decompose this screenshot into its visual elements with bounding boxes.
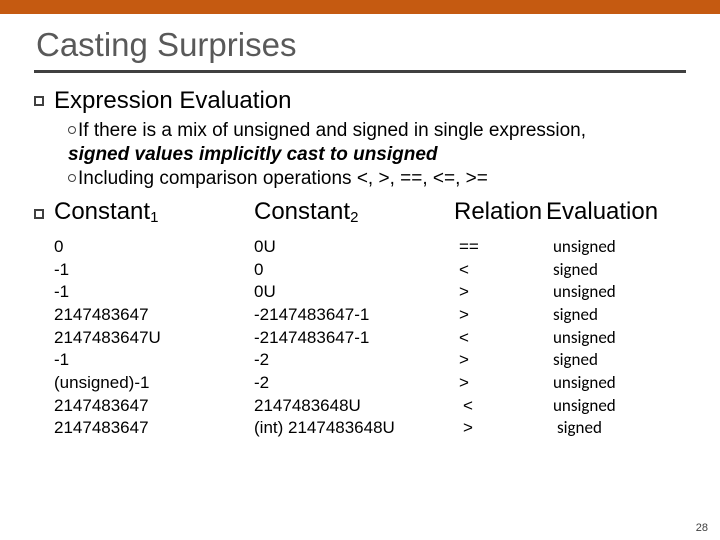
cell: >	[459, 417, 553, 440]
cell: 0U	[254, 236, 459, 259]
cell: 2147483648U	[254, 395, 459, 418]
cell-txt: >	[459, 372, 469, 395]
cell: -1	[54, 281, 254, 304]
table-row: -10< signed	[54, 259, 686, 282]
page-number: 28	[696, 522, 708, 534]
cell-txt: >	[459, 349, 469, 372]
table-row: -10U> unsigned	[54, 281, 686, 304]
cell: 2147483647	[54, 395, 254, 418]
cell-txt: >	[463, 417, 473, 440]
cell-txt: unsigned	[553, 281, 616, 304]
table-header-row: Constant1 Constant2 Relation Evaluation	[34, 198, 686, 226]
slide-title: Casting Surprises	[34, 26, 686, 64]
hdr-c2a: Constant	[254, 198, 350, 225]
lvl1-text: Expression Evaluation	[54, 87, 291, 115]
square-bullet-icon	[34, 96, 44, 106]
top-accent-bar	[0, 0, 720, 14]
sub1-line-b: signed values implicitly cast to unsigne…	[68, 143, 686, 167]
table-row: 00U== unsigned	[54, 236, 686, 259]
cell: >	[459, 349, 553, 372]
circle-bullet-icon	[68, 174, 76, 182]
sub-bullets: If there is a mix of unsigned and signed…	[34, 119, 686, 190]
sub1-line-a: If there is a mix of unsigned and signed…	[78, 120, 586, 141]
sub-bullet-2: Including comparison operations <, >, ==…	[68, 167, 686, 191]
data-table: 00U==unsigned -10<signed -10U>unsigned 2…	[34, 236, 686, 439]
cell: >	[459, 304, 553, 327]
cell: >	[459, 281, 553, 304]
cell: -2147483647-1	[254, 304, 459, 327]
cell: -1	[54, 349, 254, 372]
cell-txt: >	[459, 304, 469, 327]
cell-txt: unsigned	[553, 236, 616, 259]
hdr-evaluation: Evaluation	[546, 198, 666, 226]
cell: ==	[459, 236, 553, 259]
cell: unsigned	[553, 327, 673, 350]
cell-txt: unsigned	[553, 372, 616, 395]
slide-content: Casting Surprises Expression Evaluation …	[0, 14, 720, 440]
cell: 2147483647	[54, 304, 254, 327]
table-row: 2147483647-2147483647-1> signed	[54, 304, 686, 327]
cell: unsigned	[553, 281, 673, 304]
cell: 2147483647U	[54, 327, 254, 350]
table-row: 21474836472147483648U< unsigned	[54, 395, 686, 418]
cell: 0	[254, 259, 459, 282]
hdr-c1b: 1	[150, 209, 158, 226]
hdr-c1a: Constant	[54, 198, 150, 225]
sub-bullet-1: If there is a mix of unsigned and signed…	[68, 119, 686, 143]
table-row: (unsigned)-1-2> unsigned	[54, 372, 686, 395]
cell-txt: unsigned	[553, 327, 616, 350]
cell-txt: signed	[553, 259, 598, 282]
cell: <	[459, 395, 553, 418]
cell: -2	[254, 349, 459, 372]
cell: unsigned	[553, 395, 673, 418]
cell-txt: signed	[557, 417, 602, 440]
cell-txt: signed	[553, 304, 598, 327]
cell: unsigned	[553, 236, 673, 259]
cell: -1	[54, 259, 254, 282]
cell: signed	[553, 417, 673, 440]
cell: signed	[553, 259, 673, 282]
cell-txt: <	[463, 395, 473, 418]
cell-txt: signed	[553, 349, 598, 372]
cell: unsigned	[553, 372, 673, 395]
cell: 0U	[254, 281, 459, 304]
cell: signed	[553, 304, 673, 327]
cell-txt: <	[459, 327, 469, 350]
cell: <	[459, 327, 553, 350]
circle-bullet-icon	[68, 126, 76, 134]
cell: -2	[254, 372, 459, 395]
cell: <	[459, 259, 553, 282]
cell: signed	[553, 349, 673, 372]
cell: 0	[54, 236, 254, 259]
table-row: -1-2> signed	[54, 349, 686, 372]
cell-txt: <	[459, 259, 469, 282]
cell: >	[459, 372, 553, 395]
bullet-expression-eval: Expression Evaluation	[34, 87, 686, 115]
hdr-c2b: 2	[350, 209, 358, 226]
sub2-text: Including comparison operations <, >, ==…	[78, 168, 488, 189]
hdr-constant2: Constant2	[254, 198, 454, 226]
cell: (unsigned)-1	[54, 372, 254, 395]
table-row: 2147483647U-2147483647-1< unsigned	[54, 327, 686, 350]
cell: 2147483647	[54, 417, 254, 440]
cell: (int) 2147483648U	[254, 417, 459, 440]
square-bullet-icon	[34, 209, 44, 219]
table-row: 2147483647(int) 2147483648U> signed	[54, 417, 686, 440]
hdr-relation: Relation	[454, 198, 546, 226]
title-underline	[34, 70, 686, 73]
cell-txt: >	[459, 281, 469, 304]
hdr-constant1: Constant1	[54, 198, 254, 226]
cell-txt: ==	[459, 236, 479, 259]
cell: -2147483647-1	[254, 327, 459, 350]
cell-txt: unsigned	[553, 395, 616, 418]
header-cols: Constant1 Constant2 Relation Evaluation	[54, 198, 686, 226]
